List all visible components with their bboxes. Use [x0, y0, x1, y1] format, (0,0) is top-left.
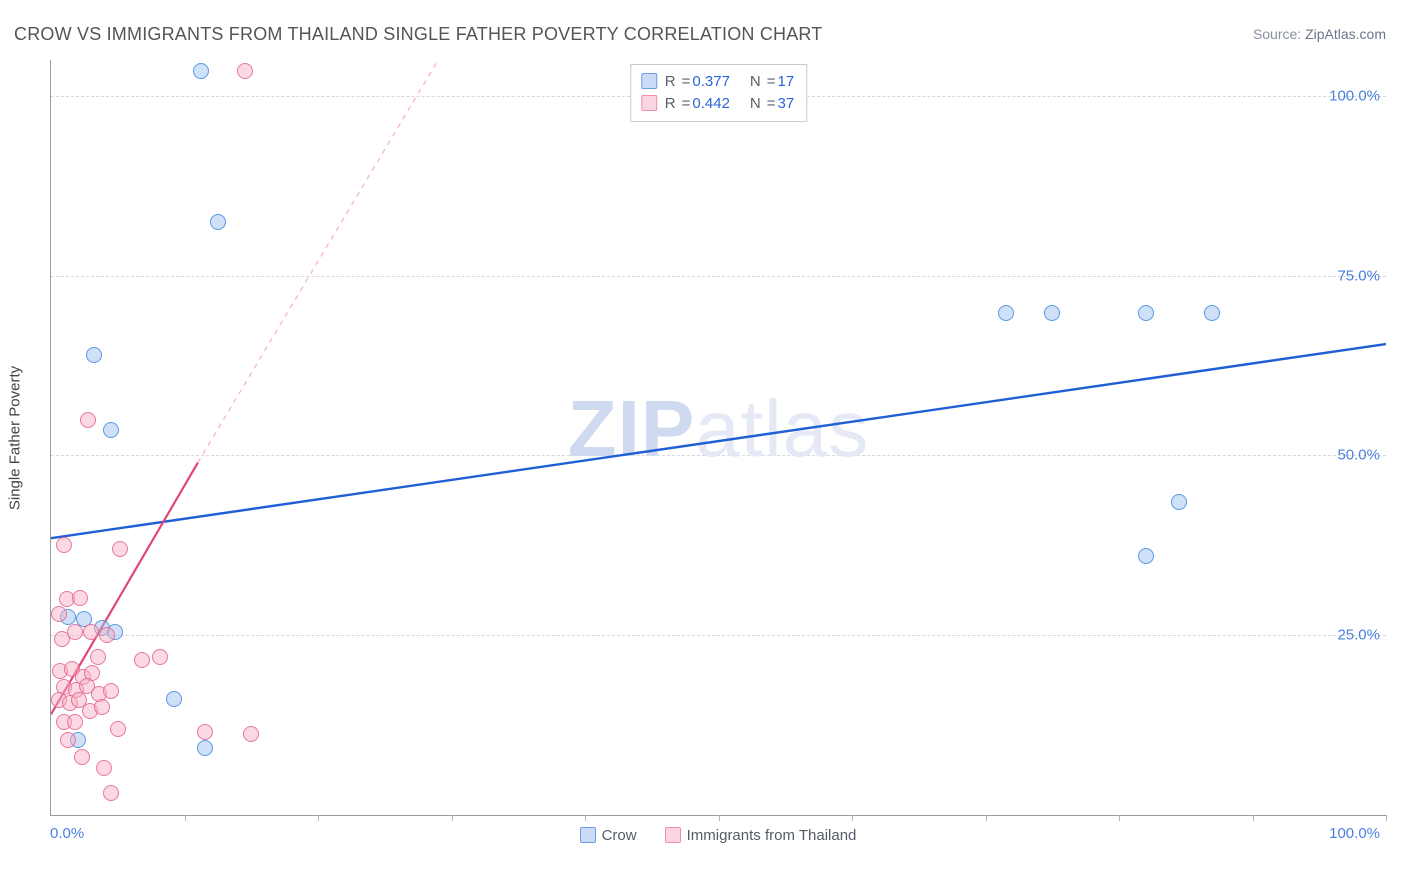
legend-r-key: R — [665, 73, 676, 90]
legend-n-key: N — [750, 95, 761, 112]
data-point — [94, 699, 110, 715]
data-point — [237, 63, 253, 79]
plot-container: ZIPatlas Single Father Poverty R=0.377N=… — [50, 60, 1386, 844]
legend-n-val: 37 — [778, 95, 795, 112]
data-point — [197, 740, 213, 756]
x-tick — [452, 815, 453, 821]
legend-swatch — [641, 73, 657, 89]
legend-eq: = — [682, 73, 691, 90]
x-tick — [318, 815, 319, 821]
trend-lines — [51, 60, 1386, 815]
x-tick — [1386, 815, 1387, 821]
data-point — [86, 347, 102, 363]
data-point — [51, 606, 67, 622]
legend-label: Immigrants from Thailand — [687, 827, 857, 844]
data-point — [243, 726, 259, 742]
correlation-legend: R=0.377N=17R=0.442N=37 — [630, 64, 807, 122]
legend-eq: = — [682, 95, 691, 112]
legend-swatch — [641, 95, 657, 111]
data-point — [80, 412, 96, 428]
legend-r-val: 0.377 — [692, 73, 730, 90]
x-tick — [185, 815, 186, 821]
source-label: Source: — [1253, 26, 1301, 42]
data-point — [60, 732, 76, 748]
x-tick — [719, 815, 720, 821]
x-tick — [1253, 815, 1254, 821]
data-point — [193, 63, 209, 79]
legend-label: Crow — [602, 827, 637, 844]
source-value: ZipAtlas.com — [1305, 26, 1386, 42]
data-point — [197, 724, 213, 740]
data-point — [67, 624, 83, 640]
source-credit: Source: ZipAtlas.com — [1253, 26, 1386, 42]
x-tick — [585, 815, 586, 821]
plot-area: ZIPatlas Single Father Poverty R=0.377N=… — [50, 60, 1386, 816]
legend-r-val: 0.442 — [692, 95, 730, 112]
data-point — [998, 305, 1014, 321]
y-axis-label: Single Father Poverty — [7, 365, 24, 509]
data-point — [83, 624, 99, 640]
x-tick — [1119, 815, 1120, 821]
data-point — [67, 714, 83, 730]
x-axis-min-label: 0.0% — [50, 825, 84, 842]
x-tick — [852, 815, 853, 821]
legend-n-key: N — [750, 73, 761, 90]
series-legend: Crow Immigrants from Thailand — [50, 827, 1386, 844]
legend-item: Crow — [580, 827, 637, 844]
legend-row: R=0.442N=37 — [641, 93, 794, 115]
legend-item: Immigrants from Thailand — [665, 827, 857, 844]
legend-eq: = — [767, 73, 776, 90]
data-point — [1138, 548, 1154, 564]
chart-title: CROW VS IMMIGRANTS FROM THAILAND SINGLE … — [14, 24, 823, 45]
legend-swatch — [665, 827, 681, 843]
data-point — [166, 691, 182, 707]
data-point — [90, 649, 106, 665]
x-tick — [986, 815, 987, 821]
data-point — [110, 721, 126, 737]
legend-n-val: 17 — [778, 73, 795, 90]
legend-r-key: R — [665, 95, 676, 112]
trend-line — [198, 60, 438, 463]
data-point — [210, 214, 226, 230]
data-point — [1138, 305, 1154, 321]
legend-swatch — [580, 827, 596, 843]
legend-row: R=0.377N=17 — [641, 71, 794, 93]
legend-eq: = — [767, 95, 776, 112]
x-axis-max-label: 100.0% — [1329, 825, 1380, 842]
